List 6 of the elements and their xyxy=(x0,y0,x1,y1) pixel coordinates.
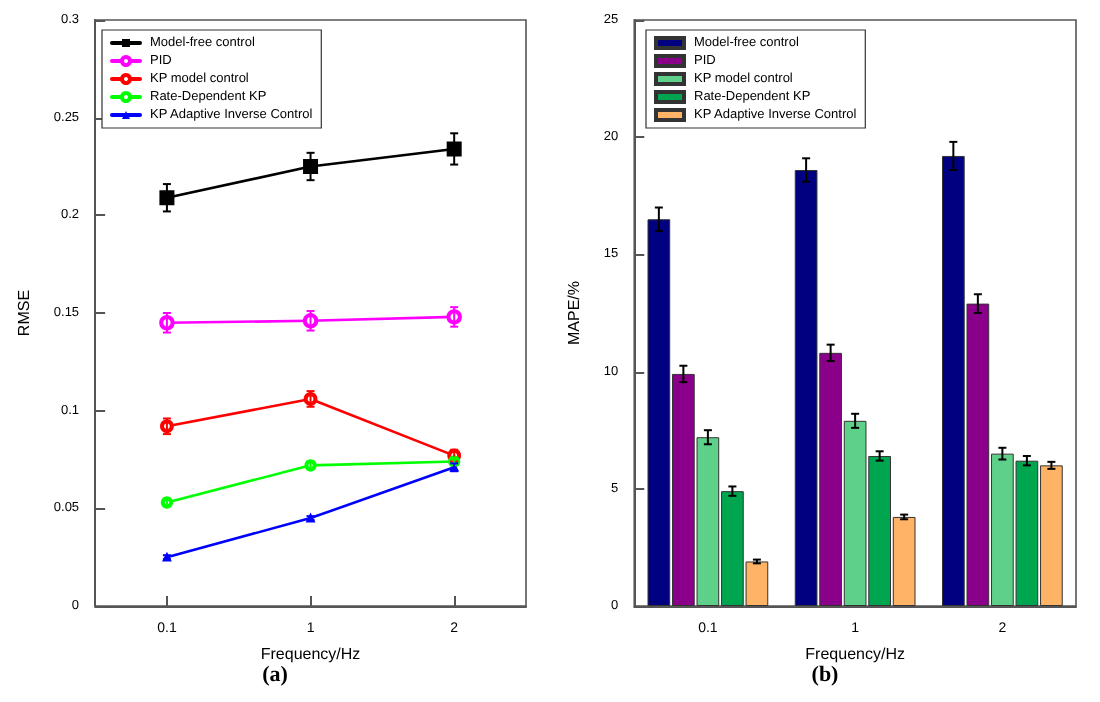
text: (a) xyxy=(262,663,289,687)
x-axis-title: Frequency/Hz xyxy=(260,644,361,663)
y-axis-title: MAPE/% xyxy=(565,280,583,346)
x-axis-title: Frequency/Hz xyxy=(805,644,905,663)
y-axis-title: RMSE xyxy=(15,289,33,337)
text: (b) xyxy=(811,663,840,687)
